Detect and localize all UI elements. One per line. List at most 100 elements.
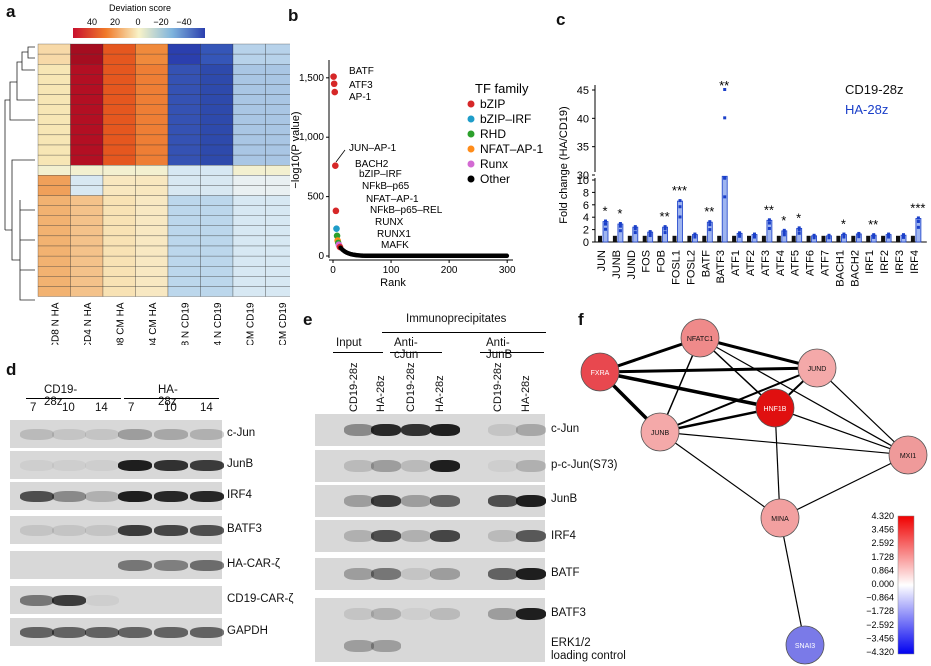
blot-band [85, 491, 119, 502]
y-tick-label: 40 [577, 113, 589, 125]
heatmap-cell [37, 286, 71, 297]
replicate-point [797, 226, 801, 230]
heatmap-cell [167, 215, 201, 226]
blot-band [401, 568, 431, 580]
legend-marker [467, 115, 475, 123]
heatmap-cell [102, 245, 136, 257]
colorbar-tick: 4.320 [871, 511, 894, 521]
x-tick-label: 100 [383, 265, 400, 276]
blot-band [118, 429, 152, 440]
y-tick-label: 1,000 [299, 132, 324, 143]
category-label: ATF3 [760, 250, 772, 276]
heatmap-cell [135, 225, 169, 237]
group-label: Anti-cJun [394, 337, 419, 361]
category-label: JUNB [611, 250, 623, 279]
replicate-point [782, 230, 786, 234]
network-edge [779, 454, 909, 519]
blot-band [190, 429, 224, 440]
heatmap-cell [135, 276, 169, 287]
blot-band [344, 608, 374, 620]
bar-cd19 [821, 235, 826, 242]
category-label: IRF2 [879, 250, 891, 274]
point-label: bZIP–IRF [359, 169, 402, 180]
heatmap-cell [70, 74, 104, 85]
scatter-point [332, 207, 340, 215]
network-edge [659, 406, 776, 434]
category-label: FOB [656, 250, 668, 273]
heatmap-cell [232, 124, 266, 136]
point-label: BATF [349, 66, 374, 77]
replicate-point [663, 231, 667, 235]
significance-mark: * [617, 206, 622, 221]
blot-band [20, 627, 54, 638]
heatmap-cell [135, 144, 169, 156]
heatmap-cell [167, 84, 201, 95]
replicate-point [648, 234, 652, 238]
heatmap-cell [167, 195, 201, 206]
heatmap-cell [70, 94, 104, 105]
blot-band [371, 530, 401, 542]
heatmap-cell [102, 165, 136, 176]
heatmap-cell [200, 144, 234, 156]
heatmap-cell [135, 154, 169, 166]
scatter-point [330, 80, 338, 88]
heatmap-cell [102, 134, 136, 146]
heatmap-cell [232, 134, 266, 146]
heatmap-cell [232, 165, 266, 176]
blot-band [154, 627, 188, 638]
node-label: MINA [771, 516, 789, 523]
category-label: FOS [641, 250, 653, 273]
heatmap-cell [70, 276, 104, 287]
y-tick-label: 10 [577, 175, 589, 187]
replicate-point [782, 233, 786, 237]
heatmap-cell [265, 286, 290, 297]
replicate-point [857, 235, 861, 239]
heatmap-cell [167, 94, 201, 105]
heatmap-cell [135, 94, 169, 105]
replicate-point [887, 235, 891, 239]
heatmap-cell [102, 114, 136, 125]
bar-cd19 [687, 235, 692, 242]
heatmap-cell [102, 144, 136, 156]
heatmap-cell [232, 104, 266, 115]
heatmap-cell [37, 245, 71, 257]
heatmap-cell [200, 195, 234, 206]
bar-cd19 [866, 235, 871, 242]
bar-cd19 [896, 235, 900, 242]
heatmap-cell [102, 286, 136, 297]
heatmap-cell [200, 175, 234, 186]
heatmap-cell [37, 154, 71, 166]
blot-row-label: JunB [227, 458, 254, 470]
heatmap-cell [232, 235, 266, 247]
category-label: IRF1 [864, 250, 876, 274]
group-line [124, 398, 219, 399]
significance-mark: *** [672, 183, 687, 198]
heatmap-cell [232, 255, 266, 267]
blot-band [154, 525, 188, 536]
significance-mark: ** [719, 78, 729, 93]
legend-marker [467, 100, 475, 108]
replicate-point [827, 233, 831, 237]
heatmap-cell [232, 144, 266, 156]
heatmap-cell [135, 134, 169, 146]
scatter-point [332, 162, 339, 170]
heatmap-cell [232, 84, 266, 95]
blot-band [154, 491, 188, 502]
blot-band [154, 560, 188, 571]
heatmap-cell [232, 185, 266, 196]
blot-row-label: c-Jun [551, 423, 580, 435]
heatmap-cell [200, 225, 234, 237]
node-label: FXRA [591, 370, 610, 377]
heatmap-cell [167, 266, 201, 277]
replicate-point [797, 231, 801, 235]
blot-band [371, 495, 401, 507]
network-node [797, 348, 837, 388]
node-label: JUND [808, 366, 827, 373]
heatmap-cell [167, 154, 201, 166]
replicate-point [633, 227, 637, 231]
replicate-point [708, 220, 712, 224]
replicate-point [812, 233, 816, 237]
x-tick-label: 0 [330, 265, 336, 276]
heatmap-cell [37, 165, 71, 176]
heatmap-cell [135, 175, 169, 186]
